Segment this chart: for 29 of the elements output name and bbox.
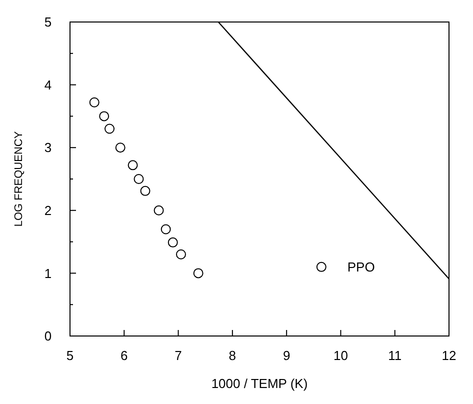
point xyxy=(104,124,115,134)
point xyxy=(134,174,144,184)
legend-label: PPO xyxy=(347,259,375,274)
point xyxy=(89,97,100,108)
y-tick-label: 1 xyxy=(44,266,52,281)
point xyxy=(115,142,126,153)
x-tick-label: 8 xyxy=(228,348,236,363)
point xyxy=(128,160,138,170)
x-tick-label: 7 xyxy=(174,348,182,363)
x-tick-label: 11 xyxy=(388,348,402,363)
point xyxy=(193,268,204,278)
y-tick-label: 5 xyxy=(44,14,52,30)
y-tick-label: 2 xyxy=(44,202,52,218)
point xyxy=(99,111,110,122)
y-tick-label: 3 xyxy=(44,140,52,156)
point xyxy=(160,224,171,234)
point xyxy=(154,205,164,216)
y-tick-label: 4 xyxy=(44,77,52,92)
x-tick-label: 5 xyxy=(66,348,74,363)
point xyxy=(168,237,178,248)
x-axis-title: 1000 / TEMP (K) xyxy=(211,376,308,391)
y-axis-title: LOG FREQUENCY xyxy=(13,130,25,227)
x-tick-label: 6 xyxy=(120,348,128,363)
point xyxy=(140,186,150,196)
x-tick-label: 10 xyxy=(333,348,348,363)
x-tick-label: 12 xyxy=(442,348,456,363)
x-tick-label: 9 xyxy=(282,348,290,363)
y-tick-label: 0 xyxy=(44,328,52,344)
point xyxy=(176,249,186,260)
